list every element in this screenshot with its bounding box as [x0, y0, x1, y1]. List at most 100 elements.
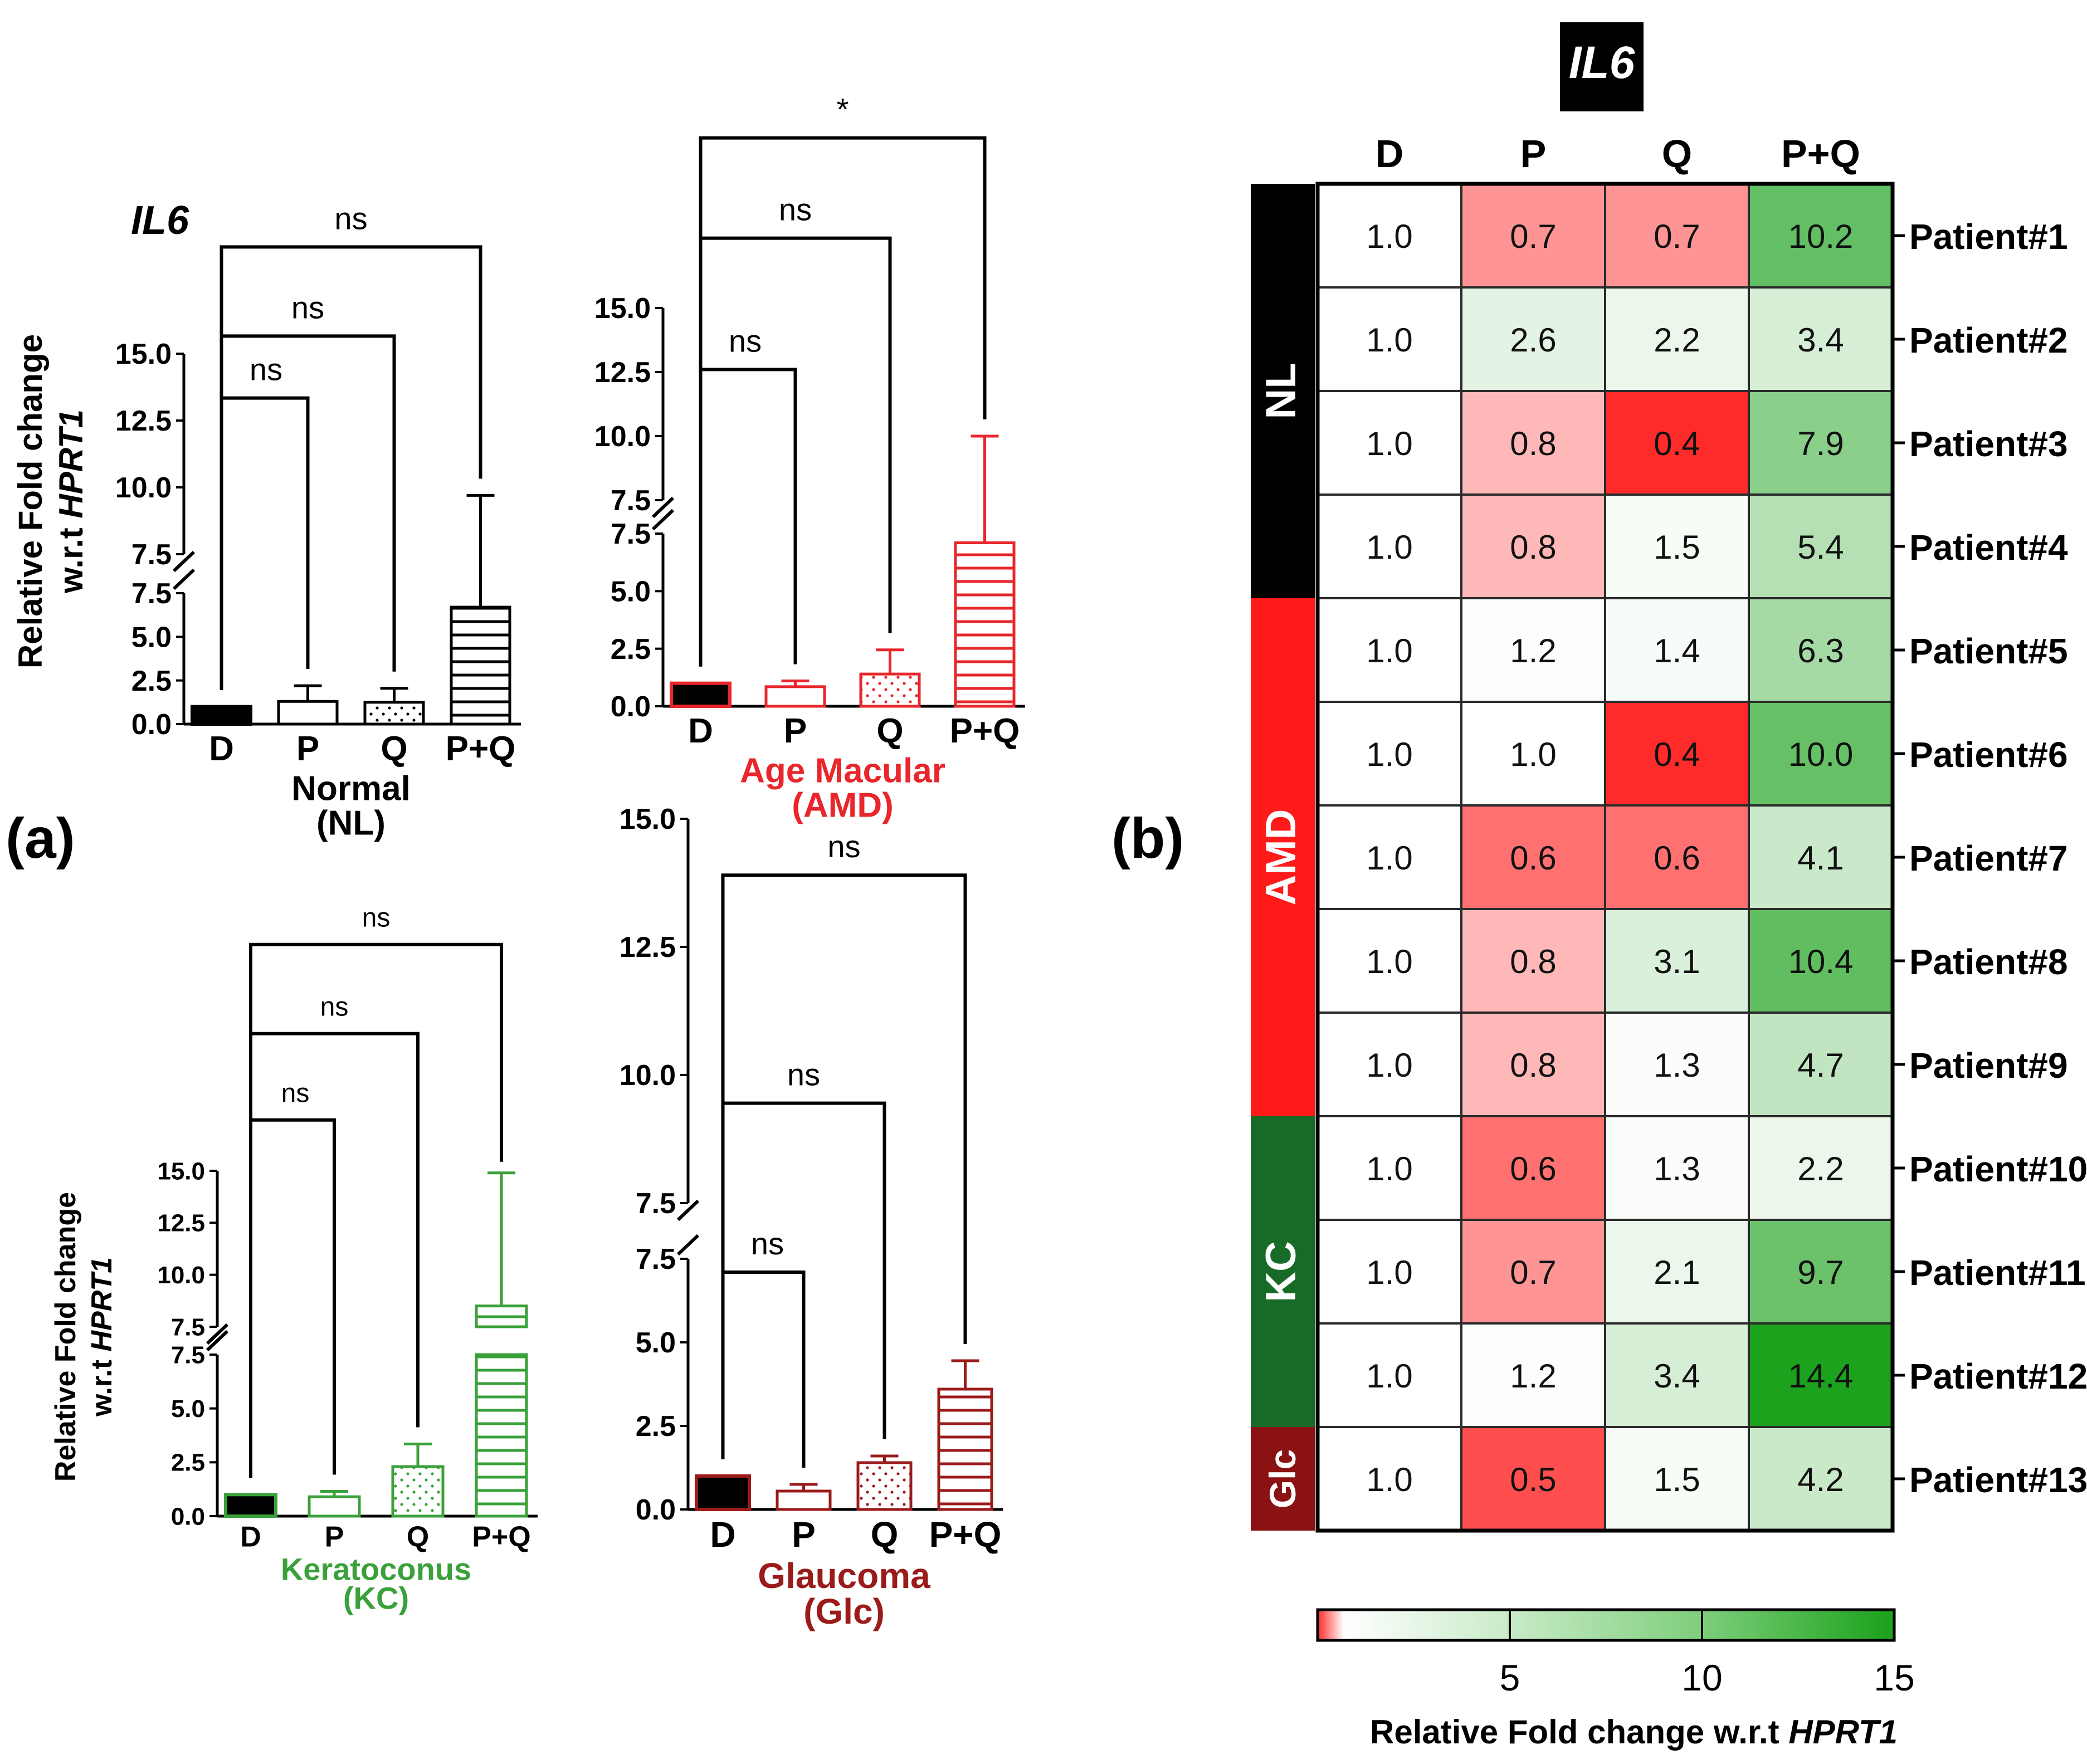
x-tick-label: D [209, 730, 234, 768]
heatmap-cell [1460, 1219, 1606, 1325]
heatmap-cell-value: 1.0 [1366, 425, 1412, 462]
heatmap-cell [1604, 1322, 1750, 1428]
heatmap-row-label: Patient#1 [1909, 217, 2068, 257]
heatmap-cell-value: 2.6 [1510, 321, 1556, 359]
x-tick-label: Q [876, 712, 903, 750]
y-tick-label: 12.5 [594, 356, 651, 389]
heatmap-cell [1748, 1322, 1894, 1428]
heatmap-border [1315, 182, 1895, 1533]
y-tick-label: 15.0 [620, 803, 676, 835]
group-bar-nl [1251, 184, 1315, 598]
group-label-glc: Glc [1262, 1449, 1303, 1508]
heatmap-row-label: Patient#10 [1909, 1149, 2087, 1189]
significance-label: ns [827, 829, 860, 864]
bar-q [391, 1465, 445, 1518]
axis-break-mark [172, 568, 196, 590]
chart-title: Normal [291, 769, 411, 808]
y-tick-label: 0.0 [171, 1503, 205, 1530]
y-tick-label: 15.0 [157, 1157, 205, 1185]
group-bar-amd [1251, 598, 1315, 1116]
heatmap-cell [1316, 1322, 1462, 1428]
heatmap-cell-value: 1.3 [1654, 1047, 1700, 1084]
heatmap-cell [1748, 183, 1894, 289]
heatmap-cell-value: 1.0 [1366, 1047, 1412, 1084]
axis-break-mark [206, 1323, 229, 1345]
y-tick-label: 7.5 [131, 578, 172, 610]
bar-q [859, 672, 921, 708]
y-tick-label: 0.0 [636, 1494, 676, 1526]
bar-p [776, 1489, 832, 1511]
chart-title: Keratoconus [281, 1551, 471, 1586]
heatmap-cell-value: 2.1 [1654, 1254, 1700, 1291]
y-tick-label: 7.5 [131, 539, 172, 571]
y-axis-title-bottom-gene: HPRT1 [86, 1257, 118, 1352]
group-label-amd: AMD [1257, 809, 1305, 905]
heatmap-cell-value: 4.1 [1797, 839, 1844, 877]
y-tick-label: 7.5 [171, 1341, 205, 1369]
heatmap-cell [1460, 390, 1606, 496]
x-tick-label: D [710, 1514, 735, 1555]
heatmap-cell [1460, 701, 1606, 807]
heatmap-cell-value: 1.0 [1366, 321, 1412, 359]
heatmap: IL6 D P Q P+Q 1.0 0.7 0.7 10.2 Patient#1 1.0 2.6 2.2… [1251, 22, 2087, 1751]
y-tick-label: 15.0 [594, 292, 651, 325]
bar-p [308, 1495, 361, 1518]
y-tick-label: 5.0 [611, 576, 651, 608]
heatmap-cell [1604, 1219, 1750, 1325]
y-tick-label: 5.0 [636, 1327, 676, 1359]
significance-label: ns [751, 1226, 784, 1261]
heatmap-cell [1604, 1012, 1750, 1117]
significance-label: * [837, 92, 849, 127]
heatmap-cell-value: 1.5 [1654, 1461, 1700, 1498]
heatmap-cell-value: 1.2 [1510, 632, 1556, 670]
heatmap-cell-value: 3.4 [1654, 1357, 1700, 1395]
bar-solid-outline [695, 1474, 751, 1511]
heatmap-cell [1748, 701, 1894, 807]
heatmap-cell-value: 9.7 [1797, 1254, 1844, 1291]
chart-subtitle: (Glc) [803, 1591, 885, 1631]
panel-label-a: (a) [6, 807, 75, 870]
panel-label-b: (b) [1111, 807, 1184, 870]
y-tick-label: 5.0 [171, 1395, 205, 1423]
heatmap-cell [1460, 286, 1606, 392]
heatmap-column-header: Q [1662, 132, 1692, 175]
x-tick-label: P [296, 730, 319, 768]
y-axis-title-bottom-line2: w.r.t HPRT1 [86, 1257, 118, 1417]
significance-label: ns [320, 993, 349, 1022]
y-tick-label: 10.0 [594, 421, 651, 453]
significance-bracket [249, 1118, 336, 1478]
axis-break-mark [651, 496, 675, 519]
significance-bracket [699, 136, 987, 667]
chart-title: Age Macular [740, 751, 945, 790]
heatmap-cell-value: 0.6 [1510, 839, 1556, 877]
x-tick-label: Q [381, 730, 407, 768]
heatmap-column-header: P [1520, 132, 1547, 175]
gene-label: IL6 [131, 198, 189, 243]
y-tick-label: 7.5 [636, 1188, 676, 1220]
heatmap-cell-value: 6.3 [1797, 632, 1844, 670]
significance-label: ns [729, 323, 762, 358]
heatmap-cell [1748, 597, 1894, 703]
colorbar-tick-label: 15 [1874, 1657, 1914, 1698]
heatmap-cell-value: 0.7 [1510, 218, 1556, 255]
heatmap-cell [1460, 597, 1606, 703]
heatmap-cell-value: 1.0 [1366, 943, 1412, 980]
heatmap-cell [1748, 1426, 1894, 1532]
heatmap-cell-value: 2.2 [1797, 1150, 1844, 1188]
bar-p-plus-q [954, 541, 1016, 708]
heatmap-column-header: D [1376, 132, 1404, 175]
x-tick-label: P [784, 712, 807, 750]
heatmap-cell-value: 10.4 [1788, 943, 1854, 980]
heatmap-cell [1460, 1115, 1606, 1221]
y-tick-label: 0.0 [611, 691, 651, 723]
bar-solid-outline [224, 1493, 277, 1518]
y-tick-label: 10.0 [620, 1059, 676, 1092]
axis-break-mark [206, 1330, 229, 1352]
significance-label: ns [362, 903, 391, 933]
bar-chart-glaucoma: 0.0 2.5 5.0 7.5 7.5 10.0 12.5 15.0 D P Q P+QGlaucom… [620, 803, 1003, 1631]
heatmap-cell [1460, 804, 1606, 910]
bar-q [856, 1461, 913, 1511]
heatmap-title-box [1560, 22, 1644, 111]
heatmap-cell-value: 10.2 [1788, 218, 1854, 255]
